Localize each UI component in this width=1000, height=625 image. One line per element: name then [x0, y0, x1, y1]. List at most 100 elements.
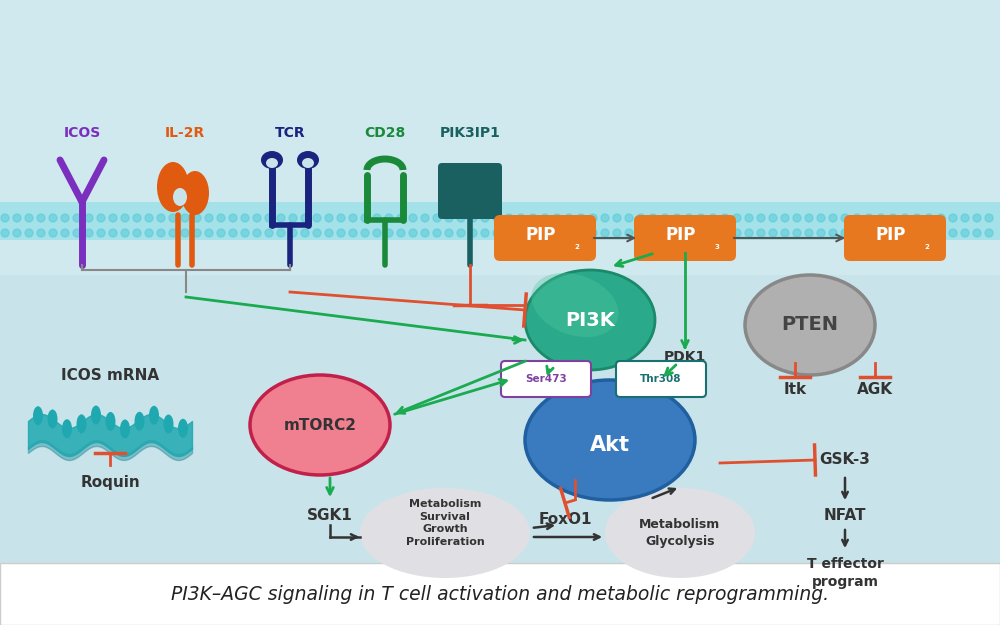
- Circle shape: [949, 229, 957, 237]
- Circle shape: [889, 229, 897, 237]
- Circle shape: [481, 214, 489, 222]
- Circle shape: [913, 214, 921, 222]
- Circle shape: [961, 229, 969, 237]
- Bar: [0, 563, 1000, 625]
- Circle shape: [805, 229, 813, 237]
- Circle shape: [697, 229, 705, 237]
- Text: AGK: AGK: [857, 382, 893, 398]
- Circle shape: [1, 214, 9, 222]
- Circle shape: [877, 214, 885, 222]
- Circle shape: [757, 214, 765, 222]
- Circle shape: [265, 229, 273, 237]
- Circle shape: [385, 229, 393, 237]
- Circle shape: [313, 229, 321, 237]
- Circle shape: [229, 214, 237, 222]
- Circle shape: [625, 214, 633, 222]
- Circle shape: [637, 229, 645, 237]
- Text: Ser473: Ser473: [525, 374, 567, 384]
- Circle shape: [349, 214, 357, 222]
- Circle shape: [637, 214, 645, 222]
- Circle shape: [145, 229, 153, 237]
- Circle shape: [745, 229, 753, 237]
- Circle shape: [553, 214, 561, 222]
- Circle shape: [97, 214, 105, 222]
- Circle shape: [757, 229, 765, 237]
- Circle shape: [529, 214, 537, 222]
- Ellipse shape: [173, 188, 187, 206]
- Circle shape: [409, 214, 417, 222]
- Circle shape: [349, 229, 357, 237]
- Ellipse shape: [164, 414, 174, 434]
- Circle shape: [505, 214, 513, 222]
- Circle shape: [853, 229, 861, 237]
- Circle shape: [133, 229, 141, 237]
- Circle shape: [685, 214, 693, 222]
- Text: Metabolism
Glycolysis: Metabolism Glycolysis: [639, 518, 721, 548]
- Circle shape: [325, 229, 333, 237]
- Circle shape: [925, 229, 933, 237]
- Circle shape: [169, 229, 177, 237]
- Circle shape: [469, 229, 477, 237]
- Circle shape: [961, 214, 969, 222]
- Circle shape: [841, 229, 849, 237]
- Ellipse shape: [525, 380, 695, 500]
- Circle shape: [601, 214, 609, 222]
- Text: CD28: CD28: [364, 126, 406, 140]
- Circle shape: [277, 214, 285, 222]
- Circle shape: [13, 229, 21, 237]
- Text: SGK1: SGK1: [307, 508, 353, 522]
- Circle shape: [85, 214, 93, 222]
- Circle shape: [793, 229, 801, 237]
- Circle shape: [421, 214, 429, 222]
- Ellipse shape: [525, 270, 655, 370]
- Circle shape: [481, 229, 489, 237]
- Ellipse shape: [134, 412, 144, 431]
- Ellipse shape: [33, 406, 43, 425]
- Circle shape: [685, 229, 693, 237]
- Circle shape: [649, 214, 657, 222]
- Circle shape: [145, 214, 153, 222]
- Bar: [0, 0, 1000, 275]
- Text: PIP: PIP: [876, 226, 906, 244]
- Circle shape: [577, 214, 585, 222]
- Ellipse shape: [178, 419, 188, 437]
- Text: mTORC2: mTORC2: [284, 418, 356, 432]
- FancyBboxPatch shape: [616, 361, 706, 397]
- Text: ICOS mRNA: ICOS mRNA: [61, 368, 159, 382]
- Ellipse shape: [62, 419, 72, 438]
- Circle shape: [745, 214, 753, 222]
- Circle shape: [829, 229, 837, 237]
- Text: PIP: PIP: [526, 226, 556, 244]
- Circle shape: [805, 214, 813, 222]
- Circle shape: [721, 229, 729, 237]
- Circle shape: [733, 214, 741, 222]
- Text: PIP: PIP: [666, 226, 696, 244]
- Circle shape: [229, 229, 237, 237]
- Circle shape: [469, 214, 477, 222]
- Text: Akt: Akt: [590, 435, 630, 455]
- Ellipse shape: [149, 406, 159, 425]
- Circle shape: [397, 229, 405, 237]
- Circle shape: [913, 229, 921, 237]
- Circle shape: [409, 229, 417, 237]
- Circle shape: [709, 214, 717, 222]
- Circle shape: [661, 229, 669, 237]
- Circle shape: [397, 214, 405, 222]
- Circle shape: [373, 214, 381, 222]
- Circle shape: [445, 229, 453, 237]
- Circle shape: [253, 229, 261, 237]
- Circle shape: [865, 214, 873, 222]
- Text: PDK1: PDK1: [664, 350, 706, 364]
- Circle shape: [517, 229, 525, 237]
- Circle shape: [769, 229, 777, 237]
- Circle shape: [277, 229, 285, 237]
- Circle shape: [49, 214, 57, 222]
- Text: Roquin: Roquin: [80, 476, 140, 491]
- Circle shape: [121, 214, 129, 222]
- Circle shape: [205, 229, 213, 237]
- Circle shape: [877, 229, 885, 237]
- Ellipse shape: [157, 162, 189, 212]
- Circle shape: [25, 214, 33, 222]
- Circle shape: [433, 214, 441, 222]
- Circle shape: [433, 229, 441, 237]
